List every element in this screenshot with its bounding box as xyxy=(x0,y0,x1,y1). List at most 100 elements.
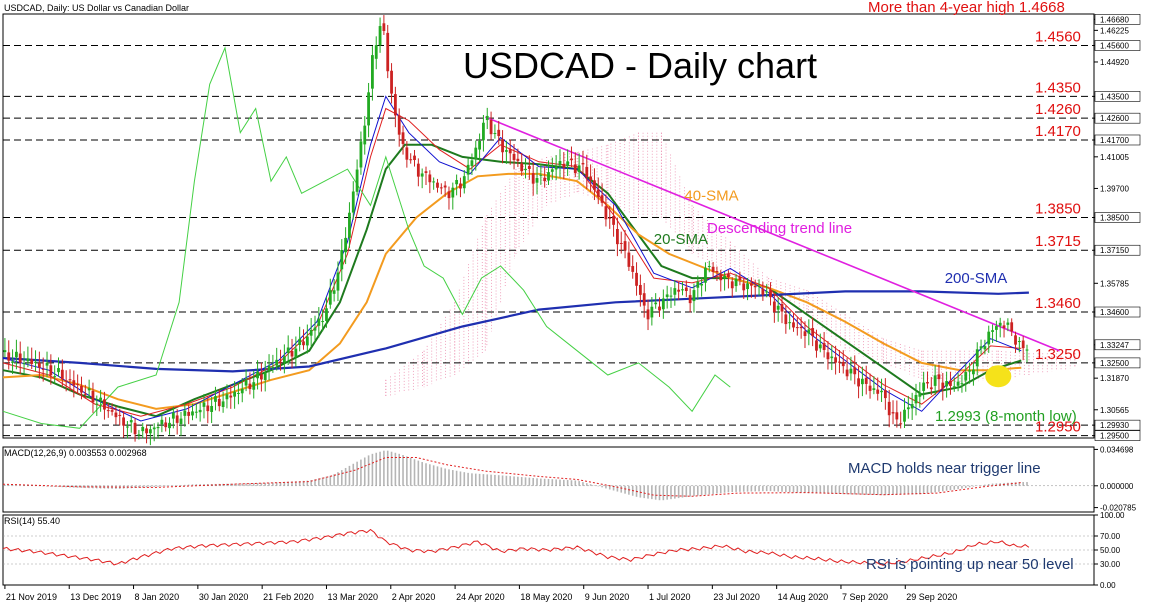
candle-body xyxy=(233,391,236,397)
candle-body xyxy=(891,412,895,414)
candle-body xyxy=(198,409,202,413)
candle-body xyxy=(650,306,654,318)
rsi-panel xyxy=(2,528,1094,566)
candle-body xyxy=(171,412,175,419)
candle-body xyxy=(1010,322,1014,332)
candle-body xyxy=(217,398,221,407)
candle-body xyxy=(194,411,198,413)
candle-body xyxy=(148,429,152,434)
candle-body xyxy=(524,168,527,171)
candle-body xyxy=(573,164,577,174)
candle-body xyxy=(462,176,466,189)
level-label: 1.4170 xyxy=(1035,123,1081,140)
y-tick-label: 1.42600 xyxy=(1100,114,1129,123)
candle-body xyxy=(267,365,271,372)
rsi-y-tick-label: 0.00 xyxy=(1100,581,1116,590)
candle-body xyxy=(122,417,125,426)
candle-body xyxy=(355,169,359,192)
candle-body xyxy=(129,420,133,423)
candle-body xyxy=(68,379,72,381)
candle-body xyxy=(256,371,259,379)
candle-body xyxy=(447,191,451,199)
x-tick-label: 18 May 2020 xyxy=(520,592,572,602)
candle-body xyxy=(439,187,443,189)
tenkan-line xyxy=(2,95,1022,422)
candle-body xyxy=(110,410,114,412)
candle-body xyxy=(914,394,918,404)
candle-body xyxy=(390,70,393,94)
x-tick-label: 29 Sep 2020 xyxy=(906,592,957,602)
candle-body xyxy=(34,361,37,363)
candle-body xyxy=(409,159,413,161)
candle-body xyxy=(929,387,933,390)
candle-body xyxy=(949,380,952,386)
candle-body xyxy=(317,318,321,326)
y-tick-box xyxy=(1094,419,1141,431)
candle-body xyxy=(623,241,627,251)
candle-body xyxy=(550,169,554,172)
y-tick-box xyxy=(1094,306,1141,318)
candle-body xyxy=(849,368,853,374)
candle-body xyxy=(918,393,922,397)
y-tick-box xyxy=(1094,112,1141,124)
y-tick-label: 1.44920 xyxy=(1100,58,1129,67)
candle-body xyxy=(627,252,631,267)
rsi-y-tick-label: 50.00 xyxy=(1100,546,1121,555)
x-tick-label: 1 Jul 2020 xyxy=(649,592,691,602)
candle-body xyxy=(864,377,868,384)
candle-body xyxy=(681,289,684,291)
candle-body xyxy=(443,185,447,188)
candle-body xyxy=(11,361,14,363)
y-tick-label: 1.29500 xyxy=(1100,432,1129,441)
candle-body xyxy=(275,359,279,366)
candle-body xyxy=(459,183,462,189)
candle-body xyxy=(926,382,929,384)
candle-body xyxy=(141,426,145,432)
candle-body xyxy=(240,388,244,394)
candle-body xyxy=(784,314,788,325)
candle-body xyxy=(1014,335,1017,345)
candle-body xyxy=(53,376,57,378)
candle-body xyxy=(788,322,792,324)
candle-body xyxy=(619,242,623,244)
candle-body xyxy=(922,382,926,391)
candle-body xyxy=(428,174,432,183)
sma40-line xyxy=(2,172,1022,410)
candle-body xyxy=(478,140,481,150)
candle-body xyxy=(998,322,1002,326)
candle-body xyxy=(359,141,363,168)
y-tick-label: 1.43500 xyxy=(1100,92,1129,101)
candle-body xyxy=(206,405,210,412)
candle-body xyxy=(761,288,765,295)
candle-body xyxy=(964,372,968,381)
y-tick-label: 1.30565 xyxy=(1100,406,1129,415)
candle-body xyxy=(746,283,749,290)
candle-body xyxy=(558,161,562,166)
candle-body xyxy=(279,361,282,363)
candle-body xyxy=(80,385,83,393)
candle-body xyxy=(271,366,275,368)
candle-body xyxy=(393,94,397,116)
candle-body xyxy=(424,171,428,173)
sma20-line xyxy=(2,143,1022,418)
candle-body xyxy=(321,321,325,323)
candle-body xyxy=(876,389,880,394)
candle-body xyxy=(1002,325,1006,328)
candle-body xyxy=(692,290,696,302)
candle-body xyxy=(26,358,30,362)
candle-body xyxy=(838,361,841,363)
candle-body xyxy=(501,139,504,153)
candle-body xyxy=(164,422,168,428)
candle-body xyxy=(420,173,424,177)
candle-body xyxy=(64,380,68,382)
macd-y-tick-label: -0.020785 xyxy=(1100,504,1137,513)
x-tick-label: 2 Apr 2020 xyxy=(392,592,436,602)
candle-body xyxy=(903,409,906,422)
candle-body xyxy=(344,237,348,253)
candle-body xyxy=(348,212,351,238)
candle-body xyxy=(585,166,589,178)
descending-trend-line xyxy=(485,116,1060,352)
level-label: 1.3250 xyxy=(1035,346,1081,363)
candle-body xyxy=(41,368,45,370)
